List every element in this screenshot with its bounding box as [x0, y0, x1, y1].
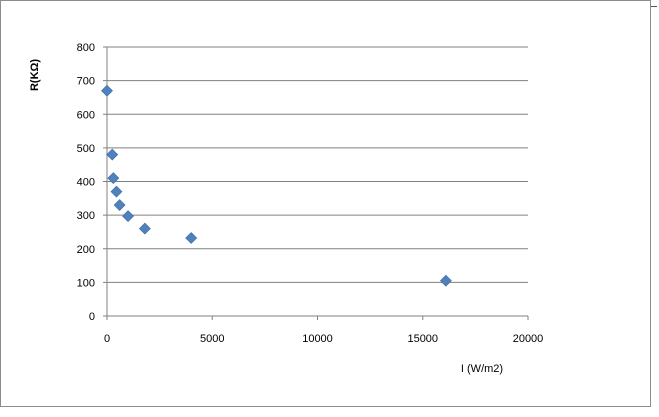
data-point: [185, 232, 198, 244]
data-point: [107, 172, 120, 185]
y-axis-title: R(KΩ): [29, 59, 41, 91]
grid-lines: [107, 46, 528, 283]
data-point: [138, 222, 151, 235]
x-tick-label: 15000: [407, 333, 438, 345]
y-tick-label: 0: [89, 311, 95, 323]
data-point: [113, 199, 126, 211]
y-tick-label: 200: [77, 244, 95, 256]
y-tick-label: 500: [77, 143, 95, 155]
x-axis-title: I (W/m2): [461, 363, 503, 375]
frame-edge-mark: [651, 6, 657, 7]
data-point: [101, 84, 113, 97]
x-tick-label: 0: [104, 333, 110, 345]
y-tick-label: 700: [77, 76, 95, 88]
data-point: [122, 210, 134, 223]
data-point: [110, 185, 123, 198]
x-tick-labels: 0 5000 10000 15000 20000: [104, 333, 543, 345]
x-tick-label: 5000: [200, 333, 224, 345]
data-point: [439, 274, 452, 287]
y-tick-label: 300: [77, 210, 95, 222]
axes: [103, 46, 529, 320]
x-tick-label: 20000: [513, 333, 544, 345]
y-tick-label: 100: [77, 277, 95, 289]
y-tick-label: 600: [77, 109, 95, 121]
data-points: [101, 84, 452, 287]
y-tick-label: 400: [77, 177, 95, 189]
data-point: [106, 148, 119, 161]
chart-area: [0, 0, 651, 407]
y-tick-labels: 0 100 200 300 400 500 600 700 800: [77, 42, 95, 323]
x-tick-label: 10000: [302, 333, 333, 345]
y-tick-label: 800: [77, 42, 95, 54]
